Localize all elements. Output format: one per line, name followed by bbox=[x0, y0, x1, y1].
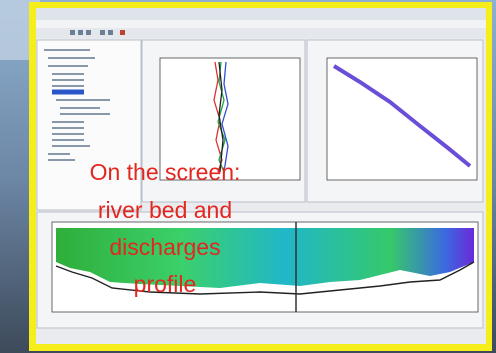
overlay-line: discharges bbox=[109, 234, 220, 260]
overlay-line: profile bbox=[134, 271, 197, 297]
slide-photo: On the screen: river bed and discharges pro… bbox=[0, 0, 496, 353]
title-bar bbox=[36, 8, 486, 20]
page: {"overlay": {"lines": ["On the screen:",… bbox=[0, 0, 496, 353]
overlay-line: river bed and bbox=[98, 197, 232, 223]
overlay-line: On the screen: bbox=[90, 159, 241, 185]
menu-bar bbox=[36, 20, 486, 28]
